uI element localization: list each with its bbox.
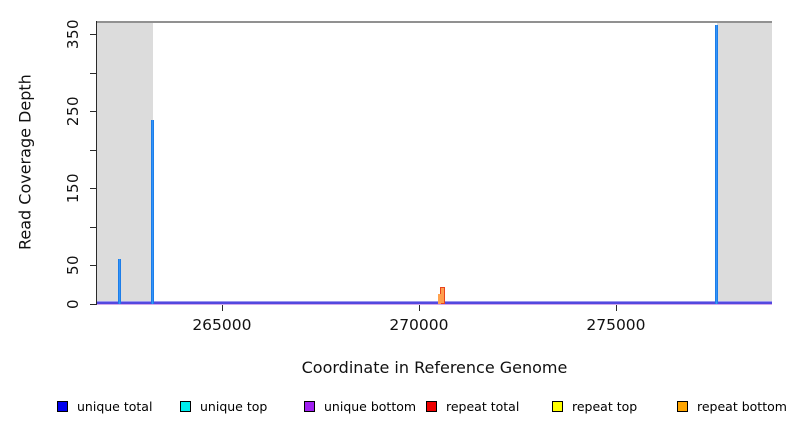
legend-item-repeat-bottom: repeat bottom — [677, 398, 787, 414]
legend-swatch-repeat-top — [552, 400, 563, 412]
x-axis-title: Coordinate in Reference Genome — [301, 358, 568, 377]
x-tick — [221, 305, 223, 311]
x-tick-label: 265000 — [192, 316, 252, 334]
y-tick — [90, 149, 96, 151]
legend-label: unique bottom — [324, 398, 417, 414]
legend-label: repeat total — [446, 398, 520, 414]
legend-swatch-repeat-total — [426, 400, 437, 412]
legend-label: repeat top — [572, 398, 638, 414]
data-spike-unique-total — [117, 259, 121, 304]
masked-region — [97, 21, 153, 304]
y-tick — [90, 265, 96, 267]
x-tick — [615, 305, 617, 311]
legend-item-unique-total: unique total — [57, 398, 152, 414]
y-tick-label: 50 — [64, 255, 82, 276]
legend-swatch-repeat-bottom — [677, 400, 688, 412]
y-tick — [90, 304, 96, 305]
x-tick — [418, 305, 420, 311]
legend-label: repeat bottom — [697, 398, 787, 414]
legend: unique total unique top unique bottom re… — [0, 398, 792, 416]
y-axis-title: Read Coverage Depth — [15, 74, 35, 251]
y-tick-label: 0 — [64, 298, 82, 310]
legend-swatch-unique-top — [180, 400, 191, 412]
y-tick — [90, 226, 96, 228]
y-tick — [90, 188, 96, 190]
plot-top-border — [97, 21, 772, 23]
legend-swatch-unique-bottom — [304, 400, 315, 412]
y-tick — [90, 34, 96, 36]
x-tick-label: 275000 — [586, 316, 646, 334]
zero-coverage-baseline — [97, 301, 772, 305]
y-tick-label: 250 — [64, 96, 82, 127]
data-spike-unique-total — [715, 24, 719, 304]
legend-label: unique total — [77, 398, 153, 414]
data-spike-repeat-bottom — [437, 293, 441, 304]
legend-item-repeat-total: repeat total — [426, 398, 519, 414]
data-spike-unique-total — [151, 120, 155, 304]
plot-area — [97, 21, 772, 305]
y-tick — [90, 72, 96, 74]
y-tick-label: 150 — [64, 173, 82, 204]
x-tick-label: 270000 — [389, 316, 449, 334]
legend-item-repeat-top: repeat top — [552, 398, 637, 414]
legend-label: unique top — [200, 398, 268, 414]
y-tick-label: 350 — [64, 19, 82, 50]
legend-item-unique-top: unique top — [180, 398, 267, 414]
masked-region — [716, 21, 772, 304]
data-spike-repeat-total — [440, 287, 446, 304]
y-tick — [90, 111, 96, 113]
legend-swatch-unique-total — [57, 400, 68, 412]
y-axis-line — [96, 21, 97, 305]
legend-item-unique-bottom: unique bottom — [304, 398, 416, 414]
